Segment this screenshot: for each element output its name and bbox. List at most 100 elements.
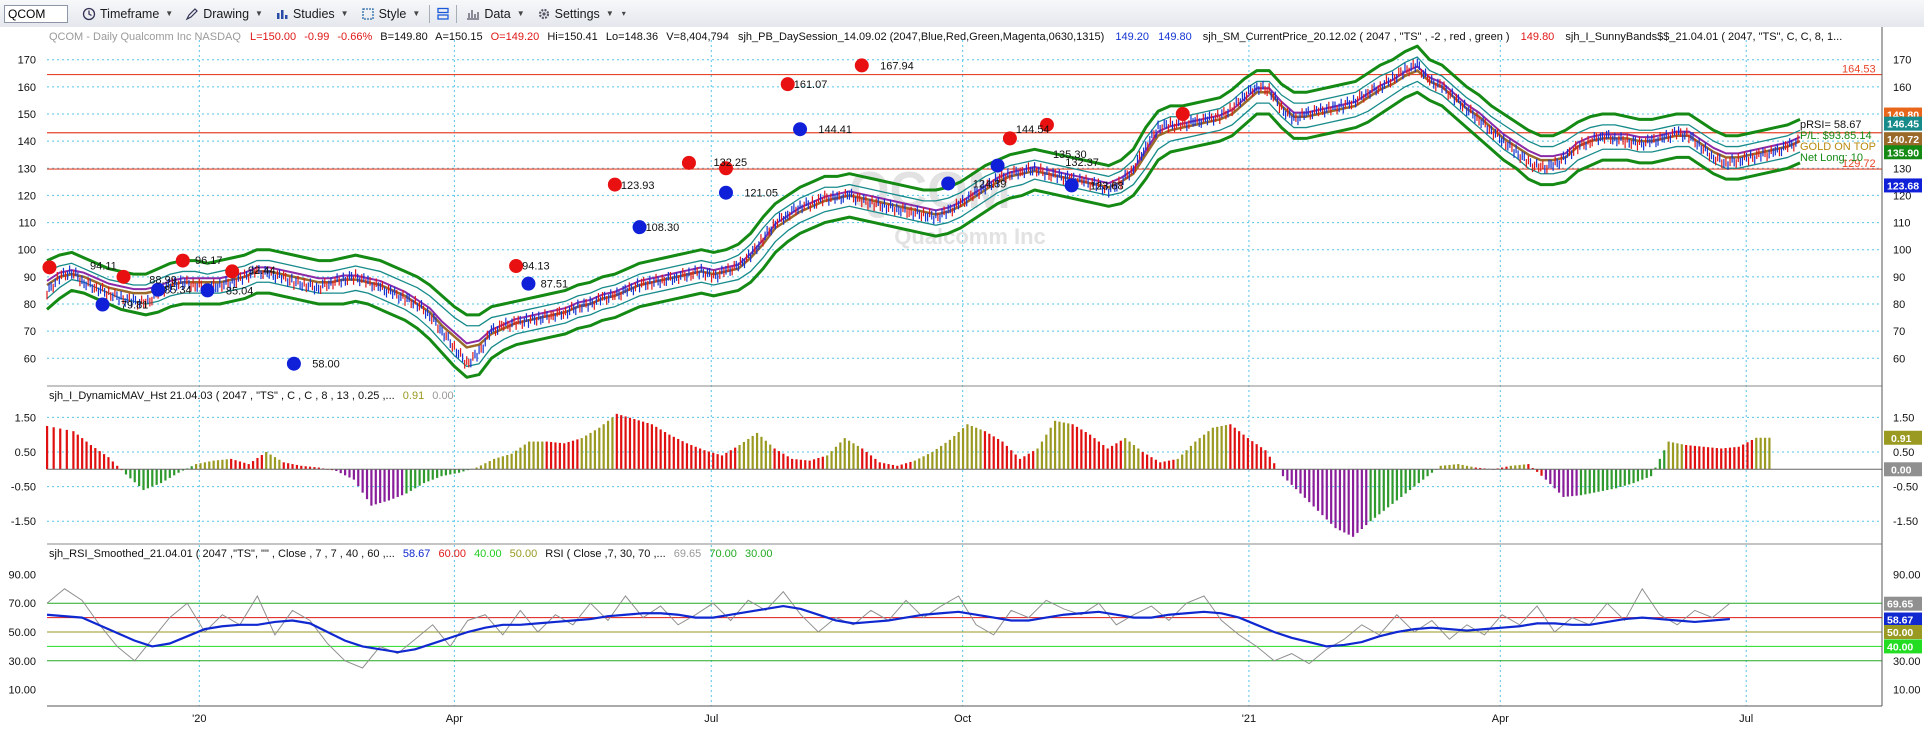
histogram-bar (278, 459, 281, 470)
histogram-bar (94, 448, 97, 470)
histogram-title-value2: 0.00 (432, 390, 453, 402)
histogram-bar (1124, 438, 1127, 470)
header-ask: A=150.15 (435, 31, 482, 43)
histogram-bar (1720, 448, 1723, 470)
symbol-input[interactable] (4, 4, 68, 23)
rsi-title2-value2: 70.00 (709, 548, 737, 560)
histogram-bar (642, 421, 645, 470)
histogram-bar (646, 422, 649, 470)
histogram-bar (571, 440, 575, 470)
price-axis-tag-text: 146.45 (1887, 119, 1919, 131)
histogram-bar (344, 469, 347, 476)
signal-dot-blue (286, 356, 301, 371)
price-tick-label: 80 (1893, 299, 1905, 311)
histogram-bar (1706, 447, 1710, 470)
price-tick-label-left: 130 (18, 163, 36, 175)
histogram-bar (146, 469, 149, 489)
chart-area[interactable]: QCOM Qualcomm Inc 94.1179.8188.9985.3496… (0, 27, 1924, 736)
data-label: Data (484, 6, 511, 21)
toolbar-overflow-button[interactable]: ▾ (620, 3, 628, 25)
histogram-bar (1531, 467, 1534, 470)
style-button[interactable]: Style ▼ (355, 3, 427, 25)
histogram-bar (1093, 438, 1096, 470)
histogram-bar (988, 433, 991, 470)
histogram-bar (1049, 427, 1052, 470)
signal-dot-red (175, 253, 190, 268)
rsi-tick-label-left: 90.00 (8, 569, 36, 581)
histogram-bar (1216, 426, 1219, 470)
timeframe-button[interactable]: Timeframe ▼ (76, 3, 179, 25)
histogram-bar (1614, 469, 1618, 489)
drawing-button[interactable]: Drawing ▼ (179, 3, 269, 25)
histogram-bar (1281, 469, 1285, 477)
settings-button[interactable]: Settings ▼ (531, 3, 620, 25)
histogram-bar (1702, 446, 1705, 470)
header-last: L=150.00 (250, 31, 296, 43)
rsi-axis-tag (1884, 625, 1922, 639)
histogram-bar (1698, 446, 1701, 470)
histogram-bar (138, 469, 141, 487)
signal-dot-blue (990, 158, 1005, 173)
histogram-bar (1461, 464, 1464, 470)
histogram-bar (1540, 469, 1543, 476)
histogram-tick-label-left: 0.50 (15, 447, 36, 459)
histogram-bar (795, 459, 798, 470)
histogram-bar (440, 469, 443, 477)
swing-price-label: 167.94 (880, 60, 914, 72)
histogram-bar (624, 416, 627, 470)
histogram-bar (1273, 463, 1276, 470)
histogram-bar (159, 469, 163, 484)
histogram-axis-tag (1884, 430, 1922, 445)
histogram-bar (1522, 464, 1526, 470)
histogram-bar (593, 430, 597, 470)
histogram-bar (1299, 469, 1302, 494)
signal-dot-red (1039, 117, 1054, 132)
histogram-bar (1544, 469, 1548, 480)
histogram-bar (1338, 469, 1342, 531)
histogram-bar (493, 458, 496, 470)
histogram-bar (935, 448, 938, 470)
histogram-bar (387, 469, 391, 501)
time-tick-label: '20 (192, 713, 206, 725)
histogram-bar (1067, 423, 1070, 470)
histogram-bar (606, 420, 610, 470)
histogram-bar (1641, 469, 1644, 480)
histogram-bar (449, 469, 452, 475)
histogram-bar (655, 426, 658, 470)
histogram-bar (707, 451, 710, 470)
histogram-bar (1084, 432, 1087, 470)
histogram-bar (913, 460, 916, 470)
layout-button[interactable] (433, 3, 453, 25)
rsi-title2-value3: 30.00 (745, 548, 773, 560)
price-tick-label-left: 90 (24, 272, 36, 284)
histogram-bar (102, 454, 106, 470)
price-tick-label-left: 150 (18, 109, 36, 121)
histogram-bar (116, 465, 119, 470)
histogram-bar (1172, 459, 1175, 470)
histogram-bar (1448, 464, 1451, 470)
histogram-bar (1207, 431, 1210, 470)
price-tick-label: 160 (1893, 82, 1911, 94)
histogram-bar (1382, 469, 1385, 511)
price-tick-label-left: 100 (18, 245, 36, 257)
signal-dot-blue (718, 185, 733, 200)
histogram-bar (523, 444, 526, 470)
histogram-bar (1711, 447, 1714, 470)
histogram-bar (1439, 465, 1442, 470)
rsi-pane (46, 587, 1882, 669)
histogram-bar (760, 436, 763, 470)
histogram-bar (1606, 469, 1609, 491)
studies-button[interactable]: Studies ▼ (269, 3, 355, 25)
histogram-bar (1027, 453, 1030, 470)
histogram-title-value1: 0.91 (403, 390, 424, 402)
histogram-bar (650, 424, 653, 470)
histogram-bar (1654, 467, 1657, 470)
histogram-bar (615, 413, 618, 470)
histogram-bar (576, 439, 579, 470)
histogram-bar (1597, 469, 1600, 492)
histogram-bar (1360, 469, 1363, 530)
histogram-bar (545, 441, 548, 470)
data-button[interactable]: Data ▼ (460, 3, 530, 25)
histogram-bar (1369, 469, 1372, 522)
header-study3: sjh_I_SunnyBands$$_21.04.01 ( 2047, "TS"… (1565, 31, 1842, 43)
